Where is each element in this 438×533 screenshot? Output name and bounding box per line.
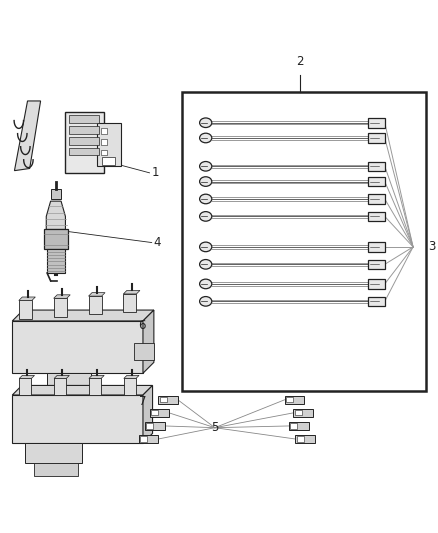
Bar	[43, 230, 68, 249]
Bar	[50, 189, 61, 199]
Text: 4: 4	[153, 236, 161, 249]
Bar	[149, 409, 169, 417]
Bar	[140, 437, 147, 442]
Ellipse shape	[199, 194, 211, 204]
Bar	[89, 378, 101, 395]
Polygon shape	[12, 385, 152, 395]
Text: 1: 1	[152, 166, 159, 179]
Bar	[53, 298, 67, 317]
Bar	[100, 139, 107, 144]
Bar	[64, 112, 103, 173]
Bar	[367, 242, 384, 252]
Bar	[146, 423, 153, 429]
Bar	[100, 128, 107, 134]
Bar	[101, 157, 114, 165]
Polygon shape	[14, 101, 40, 171]
Bar	[69, 136, 99, 144]
Ellipse shape	[199, 212, 211, 221]
Bar	[367, 212, 384, 221]
Bar	[134, 343, 153, 360]
Polygon shape	[54, 375, 69, 378]
Bar	[288, 422, 308, 430]
Bar	[12, 321, 143, 373]
Bar	[151, 410, 157, 416]
Polygon shape	[46, 201, 65, 230]
Polygon shape	[143, 310, 153, 373]
Ellipse shape	[199, 279, 211, 289]
Bar	[47, 249, 64, 273]
Text: 6: 6	[138, 319, 146, 332]
Bar	[47, 373, 91, 386]
Bar	[123, 294, 136, 312]
Text: 3: 3	[427, 240, 434, 253]
Bar	[295, 435, 314, 443]
Bar	[88, 296, 101, 314]
Bar	[100, 150, 107, 156]
Ellipse shape	[199, 161, 211, 171]
Polygon shape	[19, 375, 35, 378]
Ellipse shape	[199, 296, 211, 306]
Polygon shape	[143, 385, 152, 443]
Bar	[19, 378, 32, 395]
Bar	[294, 410, 301, 416]
Text: 5: 5	[211, 421, 218, 434]
Bar	[158, 396, 177, 403]
Bar	[367, 133, 384, 143]
Bar	[69, 115, 99, 123]
Ellipse shape	[199, 118, 211, 127]
Bar	[367, 194, 384, 204]
Polygon shape	[124, 375, 139, 378]
Bar	[97, 123, 121, 166]
Polygon shape	[88, 293, 105, 296]
Bar	[69, 148, 99, 156]
Ellipse shape	[199, 177, 211, 187]
Bar	[54, 378, 66, 395]
Bar	[182, 92, 425, 391]
Bar	[285, 397, 292, 402]
Bar	[367, 260, 384, 269]
Bar	[296, 437, 303, 442]
Bar	[367, 177, 384, 187]
Bar	[124, 378, 136, 395]
Ellipse shape	[199, 260, 211, 269]
Bar	[145, 422, 164, 430]
Bar	[34, 463, 78, 475]
Polygon shape	[89, 375, 104, 378]
Bar	[367, 161, 384, 171]
Polygon shape	[123, 290, 140, 294]
Bar	[367, 296, 384, 306]
Text: 2: 2	[295, 55, 303, 68]
Polygon shape	[53, 295, 70, 298]
Bar	[138, 435, 158, 443]
Text: 7: 7	[138, 395, 146, 408]
Bar	[290, 423, 297, 429]
Bar	[293, 409, 312, 417]
Bar	[159, 397, 166, 402]
Bar	[367, 279, 384, 289]
Bar	[12, 395, 143, 443]
Bar	[25, 443, 82, 463]
Bar	[367, 118, 384, 127]
Bar	[284, 396, 304, 403]
Ellipse shape	[199, 133, 211, 143]
Bar	[69, 126, 99, 134]
Bar	[19, 301, 32, 319]
Ellipse shape	[199, 242, 211, 252]
Polygon shape	[12, 310, 153, 321]
Polygon shape	[19, 297, 35, 301]
